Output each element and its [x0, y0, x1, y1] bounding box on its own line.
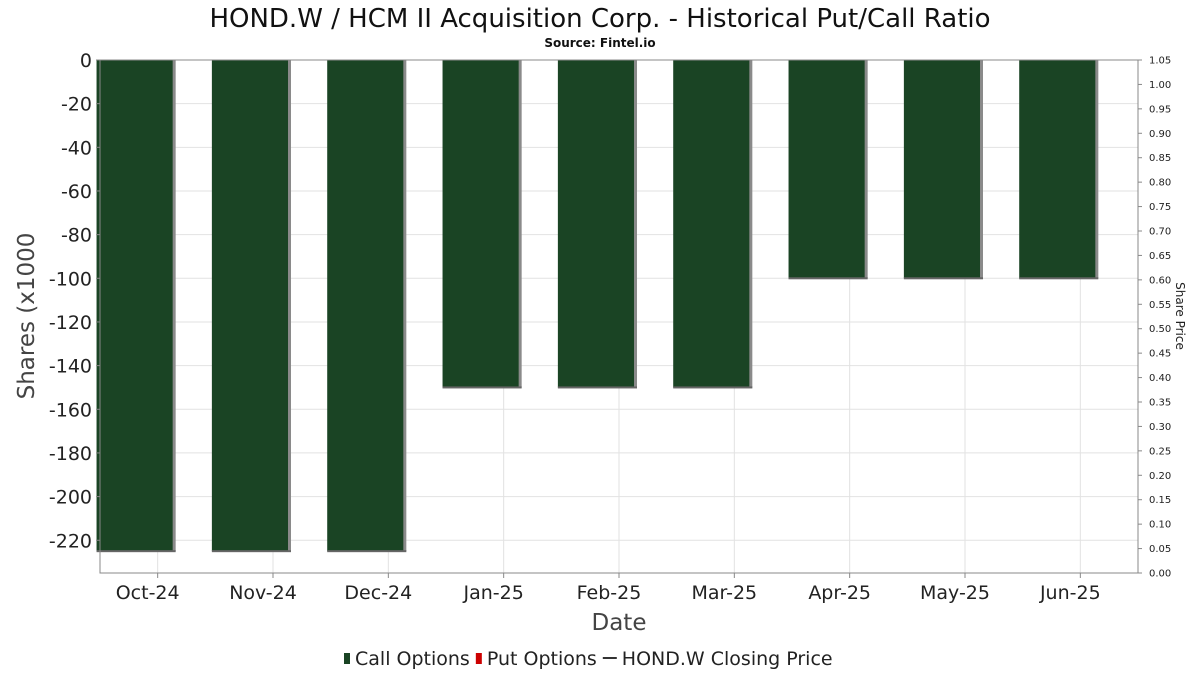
x-tick-label: Jan-25 [463, 582, 524, 604]
y-tick-label: -100 [49, 268, 92, 290]
legend-label: HOND.W Closing Price [622, 648, 833, 670]
y-tick-label: -120 [49, 312, 92, 334]
right-tick-label: 0.70 [1149, 227, 1171, 238]
y-tick-label: -20 [61, 94, 92, 116]
y-axis-ticks: 0 -20 -40 -60 -80 -100 -120 -140 -160 -180 -200 -22… [49, 50, 100, 552]
legend-swatch [344, 653, 350, 664]
y-tick-label: -200 [49, 487, 92, 509]
y-axis-label: Shares (x1000 [14, 233, 40, 400]
y-tick-label: -220 [49, 530, 92, 552]
right-tick-label: 0.20 [1149, 471, 1171, 482]
x-tick-label: Apr-25 [808, 582, 871, 604]
right-tick-label: 0.50 [1149, 324, 1171, 335]
legend-label: Put Options [487, 648, 597, 670]
right-tick-label: 0.45 [1149, 349, 1171, 360]
right-tick-label: 0.10 [1149, 520, 1171, 531]
bar [1019, 60, 1096, 279]
x-tick-label: Jun-25 [1039, 582, 1101, 604]
right-axis-ticks: 0.00 0.05 0.10 0.15 0.20 0.25 0.30 0.35 0.40 0.45… [1138, 56, 1171, 580]
chart-title: HOND.W / HCM II Acquisition Corp. - Hist… [209, 4, 990, 34]
right-tick-label: 0.30 [1149, 422, 1171, 433]
x-tick-label: May-25 [920, 582, 990, 604]
x-tick-label: Feb-25 [577, 582, 642, 604]
legend-label: Call Options [355, 648, 470, 670]
y-tick-label: -160 [49, 399, 92, 421]
x-tick-label: Mar-25 [691, 582, 757, 604]
bar-edge [673, 386, 753, 389]
y-tick-label: -80 [61, 225, 92, 247]
bar [96, 60, 173, 552]
right-tick-label: 0.95 [1149, 104, 1171, 115]
right-tick-label: 0.40 [1149, 373, 1171, 384]
y-tick-label: -140 [49, 356, 92, 378]
right-tick-label: 0.80 [1149, 178, 1171, 189]
right-tick-label: 0.65 [1149, 251, 1171, 262]
x-axis-ticks: Oct-24 Nov-24 Dec-24 Jan-25 Feb-25 Mar-25 Apr-… [116, 573, 1101, 604]
y-tick-label: -40 [61, 137, 92, 159]
bar-series-call-options [96, 60, 1099, 553]
right-tick-label: 0.15 [1149, 495, 1171, 506]
bar-edge [903, 277, 983, 280]
bar [442, 60, 519, 388]
bar [673, 60, 750, 388]
bar [788, 60, 865, 279]
y-tick-label: -180 [49, 443, 92, 465]
right-tick-label: 1.00 [1149, 80, 1171, 91]
bar [903, 60, 980, 279]
x-axis-label: Date [592, 610, 647, 636]
right-tick-label: 0.35 [1149, 398, 1171, 409]
chart-legend: Call Options Put Options HOND.W Closing Pr… [344, 648, 833, 670]
y-tick-label: 0 [80, 50, 92, 72]
right-tick-label: 0.60 [1149, 275, 1171, 286]
bar [327, 60, 404, 552]
right-tick-label: 0.00 [1149, 569, 1171, 580]
right-tick-label: 1.05 [1149, 56, 1171, 67]
bar [557, 60, 634, 388]
right-tick-label: 0.05 [1149, 544, 1171, 555]
bar-edge [327, 550, 407, 553]
x-tick-label: Dec-24 [344, 582, 412, 604]
bar [211, 60, 288, 552]
chart-subtitle: Source: Fintel.io [544, 36, 655, 50]
bar-edge [442, 386, 522, 389]
right-tick-label: 0.25 [1149, 446, 1171, 457]
legend-swatch [475, 653, 482, 664]
right-tick-label: 0.90 [1149, 129, 1171, 140]
right-tick-label: 0.55 [1149, 300, 1171, 311]
right-axis-label: Share Price [1173, 282, 1187, 350]
bar-edge [557, 386, 637, 389]
x-tick-label: Oct-24 [116, 582, 180, 604]
x-tick-label: Nov-24 [229, 582, 297, 604]
bar-edge [96, 550, 176, 553]
right-tick-label: 0.75 [1149, 202, 1171, 213]
bar-edge [788, 277, 868, 280]
right-tick-label: 0.85 [1149, 153, 1171, 164]
bar-edge [1019, 277, 1099, 280]
bar-edge [211, 550, 291, 553]
y-tick-label: -60 [61, 181, 92, 203]
